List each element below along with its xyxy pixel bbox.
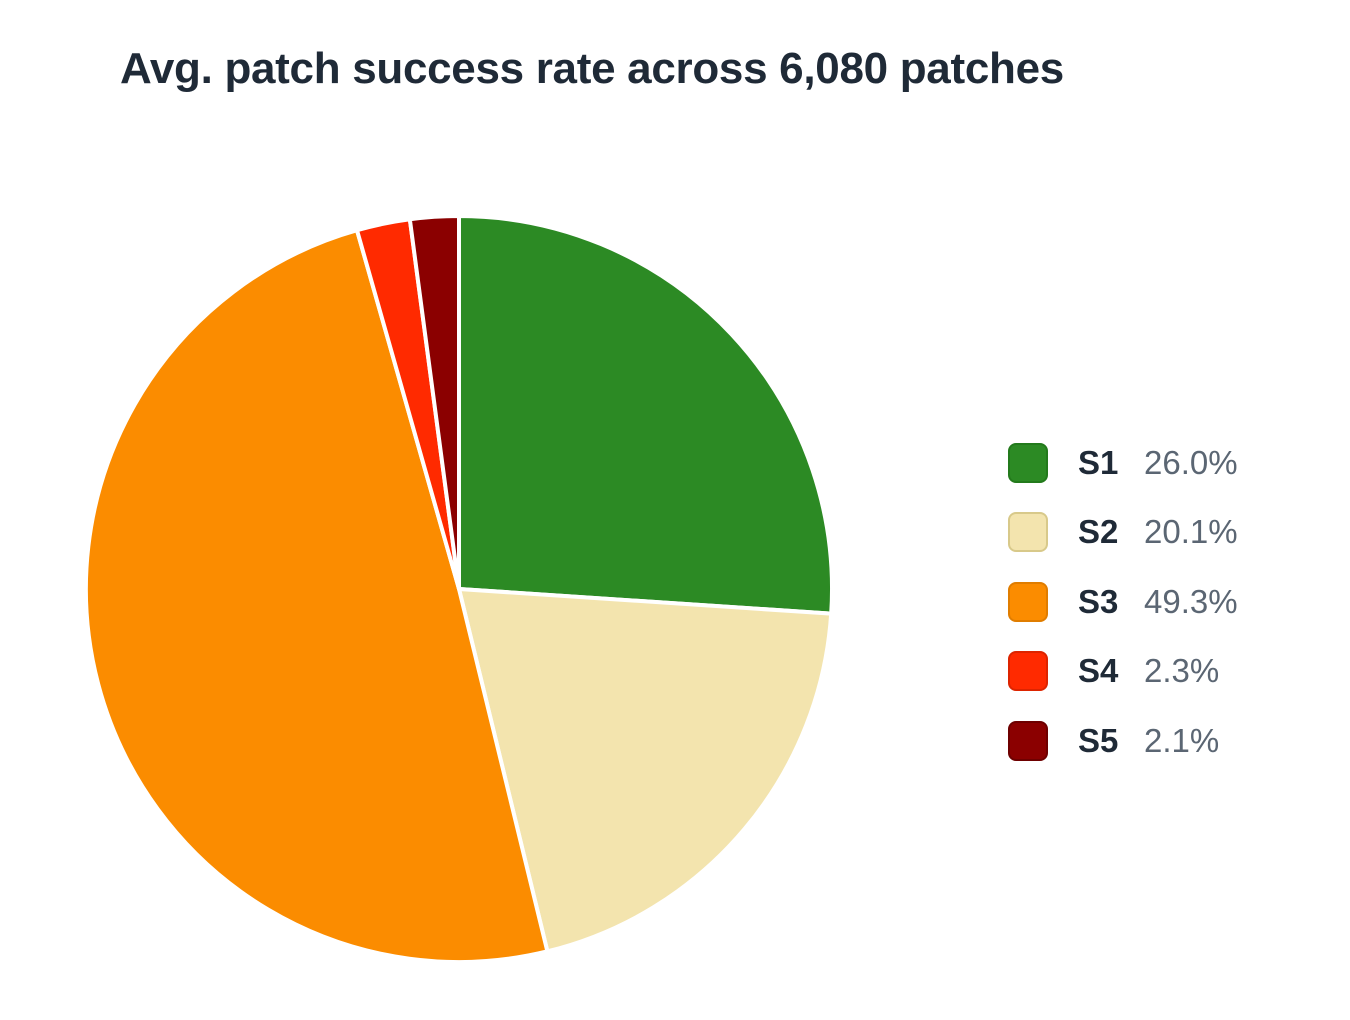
legend-swatch [1008,720,1048,761]
legend-value: 20.1% [1144,513,1238,551]
pie-slice-s3 [83,228,550,964]
legend-item-s4: S4 2.3% [1008,637,1328,707]
legend-swatch [1008,581,1048,622]
legend-swatch [1008,442,1048,483]
legend-swatch [1008,651,1048,692]
legend-swatch [1008,512,1048,553]
pie-slice-s2 [457,587,834,954]
legend-item-s1: S1 26.0% [1008,428,1328,498]
pie-slice-s5 [407,214,461,591]
chart-title: Avg. patch success rate across 6,080 pat… [120,44,1064,93]
legend: S1 26.0% S2 20.1% S3 49.3% S4 2.3% S5 2.1% [1008,428,1328,776]
legend-item-s5: S5 2.1% [1008,706,1328,776]
legend-value: 26.0% [1144,443,1238,481]
legend-value: 2.3% [1144,652,1220,690]
legend-value: 49.3% [1144,582,1238,620]
legend-value: 2.1% [1144,721,1220,759]
legend-label: S3 [1078,582,1119,620]
legend-label: S4 [1078,652,1119,690]
legend-label: S1 [1078,443,1119,481]
legend-item-s2: S2 20.1% [1008,498,1328,568]
pie-slice-s1 [457,214,834,616]
legend-item-s3: S3 49.3% [1008,567,1328,637]
legend-label: S5 [1078,721,1119,759]
legend-label: S2 [1078,513,1119,551]
